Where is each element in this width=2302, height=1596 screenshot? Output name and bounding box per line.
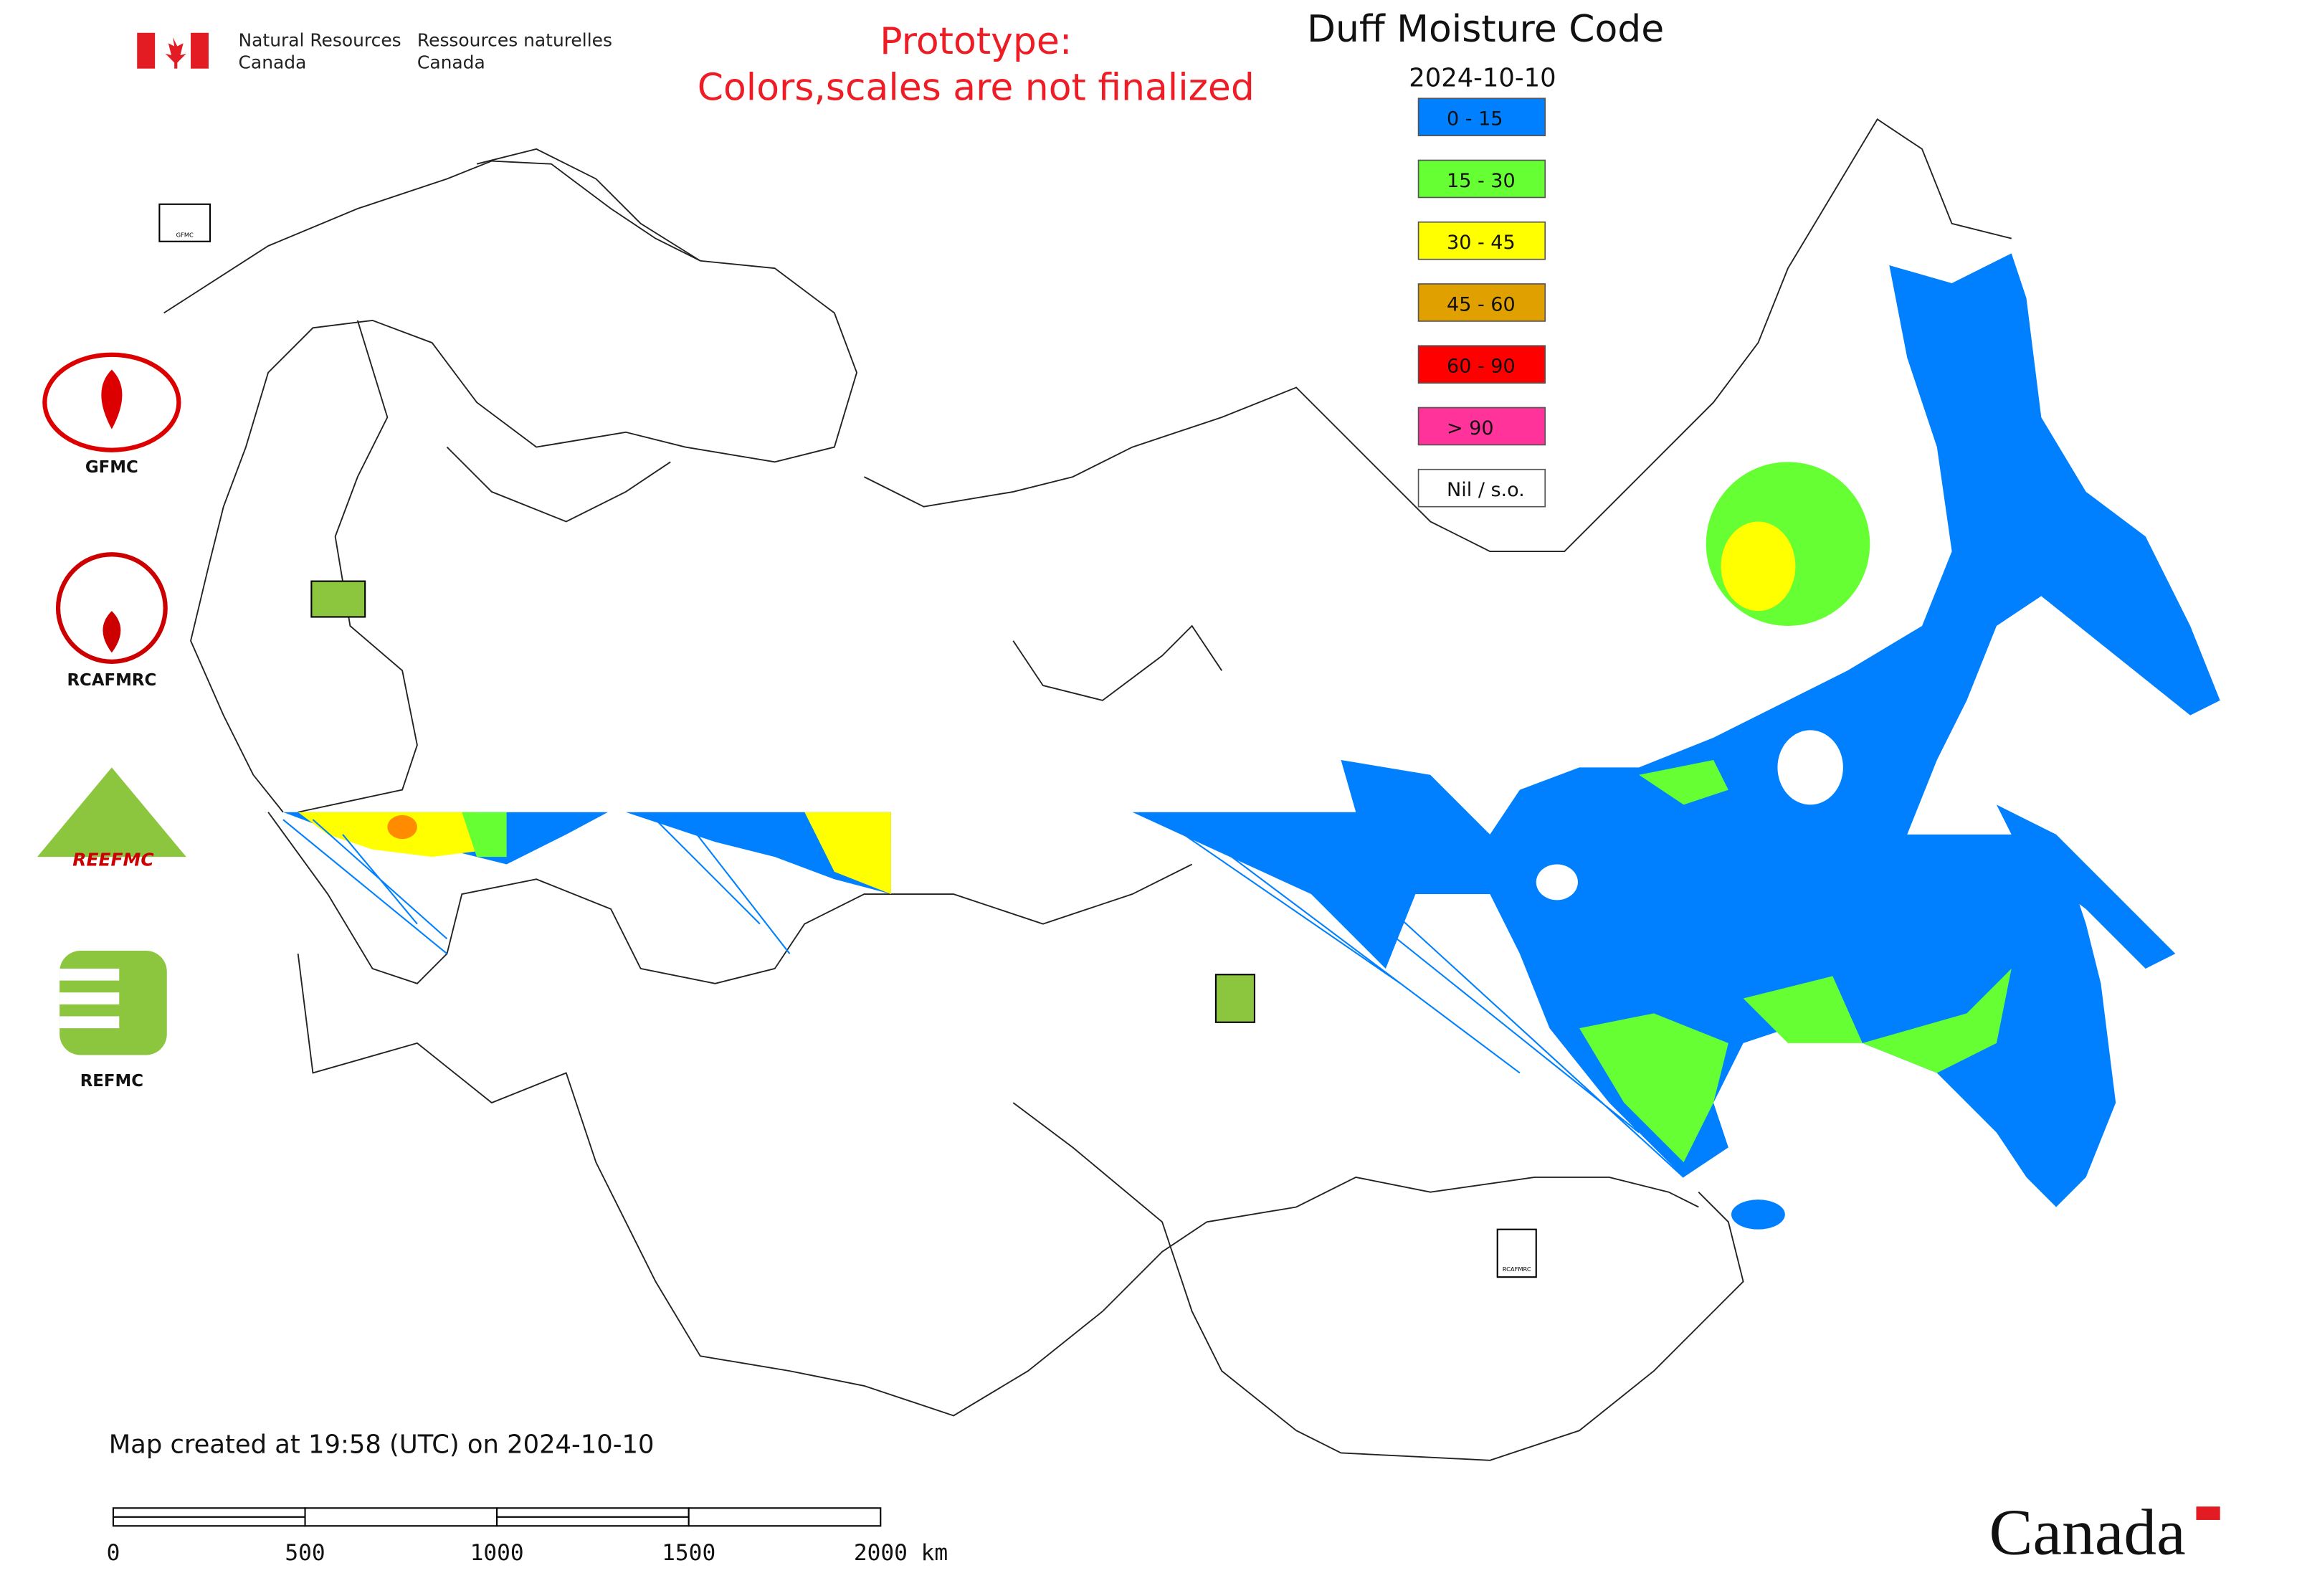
logo-label: RCAFMRC [67, 671, 156, 690]
nrcan-signature: Natural Resources Canada Ressources natu… [137, 29, 612, 73]
logo-marker-label: RCAFMRC [1503, 1265, 1531, 1273]
scale-label: 2000 km [854, 1540, 948, 1566]
dmc-fill [282, 253, 2220, 1230]
legend: 0 - 15 15 - 30 30 - 45 45 - 60 60 - 90 > 90 Ni… [1417, 98, 1546, 508]
legend-label: Nil / s.o. [1447, 479, 1525, 501]
borders [163, 118, 2012, 1461]
legend-label: 0 - 15 [1447, 108, 1503, 130]
map-date: 2024-10-10 [1409, 64, 1556, 93]
legend-label: 15 - 30 [1447, 170, 1516, 192]
scale-label: 1000 [470, 1540, 524, 1566]
department-en: Natural Resources [239, 29, 401, 50]
legend-label: 30 - 45 [1447, 232, 1516, 254]
scale-segment [688, 1507, 882, 1527]
prototype-notice: Colors,scales are not finalized [698, 66, 1255, 109]
legend-label: 60 - 90 [1447, 356, 1516, 378]
footer-note: Map created at 19:58 (UTC) on 2024-10-10 [109, 1430, 655, 1459]
prototype-notice: Prototype: [880, 20, 1072, 63]
wordmark-flag [2196, 1506, 2220, 1520]
department-fr: Canada [417, 52, 485, 73]
legend-swatch [1417, 345, 1546, 384]
scale-label: 500 [285, 1540, 325, 1566]
logo-label: REEFMC [72, 850, 154, 870]
legend-swatch [1417, 407, 1546, 446]
logo-marker-label: GFMC [176, 232, 194, 239]
legend-swatch [1417, 468, 1546, 508]
legend-swatch [1417, 159, 1546, 199]
scale-label: 1500 [662, 1540, 715, 1566]
canada-wordmark: Canada [1989, 1496, 2186, 1569]
legend-label: 45 - 60 [1447, 293, 1516, 315]
logo-label: GFMC [85, 458, 138, 477]
legend-swatch [1417, 221, 1546, 260]
department-en: Canada [239, 52, 307, 73]
logo-label: REFMC [80, 1072, 143, 1091]
logos: GFMC RCAFMRC REEFMC REFMC GFMC RCAFMRC [37, 203, 1537, 1278]
department-fr: Ressources naturelles [417, 29, 612, 50]
scale-label: 0 [107, 1540, 120, 1566]
scale-segment [304, 1507, 498, 1527]
scale-bar: 0 500 1000 1500 2000 km [107, 1507, 948, 1566]
map-title: Duff Moisture Code [1307, 8, 1664, 51]
legend-label: > 90 [1447, 417, 1494, 440]
legend-swatch [1417, 98, 1546, 137]
legend-swatch [1417, 283, 1546, 322]
